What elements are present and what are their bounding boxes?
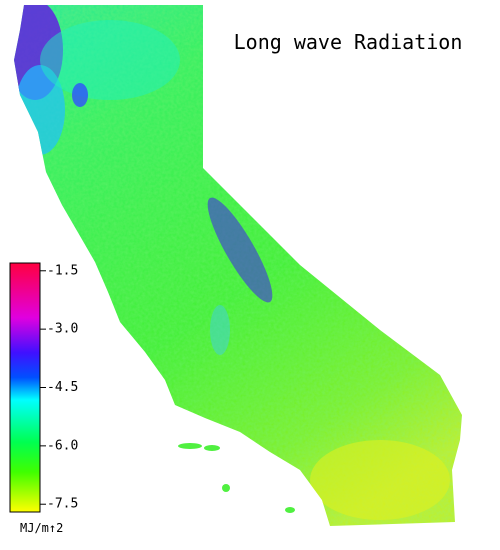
islands (178, 443, 295, 513)
colorbar-tick-label: -1.5 (47, 263, 78, 278)
map-title: Long wave Radiation (234, 30, 463, 54)
colorbar-tick-label: -3.0 (47, 322, 78, 337)
colorbar-tick-label: -7.5 (47, 497, 78, 512)
colorbar-label: MJ/m↑2 (20, 521, 63, 535)
colorbar-tick-label: -6.0 (47, 438, 78, 453)
colorbar-tick-label: -4.5 (47, 380, 78, 395)
colorbar (9, 262, 41, 513)
